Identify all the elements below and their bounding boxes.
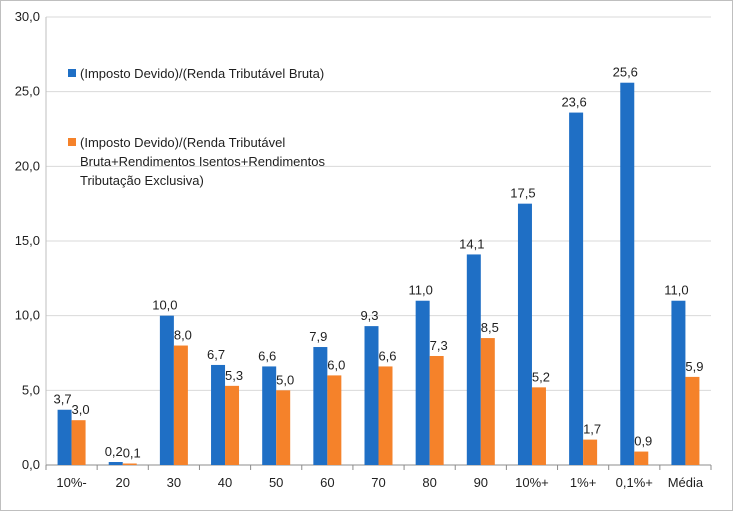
x-tick-label: 40 <box>218 475 232 490</box>
bar-series-2 <box>480 338 495 465</box>
data-label: 3,7 <box>54 392 72 407</box>
bar-series-2 <box>531 387 546 465</box>
x-tick-label: 10%- <box>56 475 86 490</box>
data-label: 25,6 <box>613 65 638 80</box>
data-label: 7,9 <box>309 329 327 344</box>
data-label: 11,0 <box>664 283 688 298</box>
bar-series-1 <box>620 82 635 465</box>
bar-series-1 <box>159 315 174 465</box>
bar-series-1 <box>517 203 532 465</box>
data-label: 8,5 <box>481 320 499 335</box>
x-tick-label: 1%+ <box>570 475 596 490</box>
data-label: 6,0 <box>327 357 345 372</box>
data-label: 10,0 <box>152 298 177 313</box>
data-label: 11,0 <box>408 283 432 298</box>
data-label: 7,3 <box>430 338 448 353</box>
x-tick-label: 50 <box>269 475 283 490</box>
x-tick-label: 60 <box>320 475 334 490</box>
x-tick-label: Média <box>668 475 704 490</box>
data-label: 6,7 <box>207 347 225 362</box>
y-tick-label: 5,0 <box>22 382 40 397</box>
y-tick-label: 10,0 <box>15 308 40 323</box>
bar-series-1 <box>364 326 379 465</box>
data-label: 14,1 <box>459 236 484 251</box>
data-label: 5,0 <box>276 372 294 387</box>
legend-label-series-2: (Imposto Devido)/(Renda Tributável <box>80 135 285 150</box>
bar-series-2 <box>685 376 700 465</box>
x-tick-label: 70 <box>371 475 385 490</box>
bar-series-1 <box>671 300 686 465</box>
y-tick-label: 0,0 <box>22 457 40 472</box>
bar-series-1 <box>211 364 226 465</box>
data-label: 6,6 <box>258 348 276 363</box>
bar-series-2 <box>378 366 393 465</box>
legend-label-series-1: (Imposto Devido)/(Renda Tributável Bruta… <box>80 66 324 81</box>
y-tick-label: 30,0 <box>15 9 40 24</box>
bar-series-2 <box>429 355 444 465</box>
x-tick-label: 10%+ <box>515 475 549 490</box>
bar-series-1 <box>569 112 584 465</box>
legend-label-series-2: Tributação Exclusiva) <box>80 173 204 188</box>
bar-series-1 <box>415 300 430 465</box>
bar-series-1 <box>57 409 72 465</box>
bar-series-2 <box>71 420 86 465</box>
x-tick-label: 80 <box>422 475 436 490</box>
data-label: 1,7 <box>583 422 601 437</box>
x-tick-label: 0,1%+ <box>616 475 653 490</box>
data-label: 23,6 <box>561 95 586 110</box>
bar-series-2 <box>276 390 291 465</box>
data-label: 17,5 <box>510 186 535 201</box>
bar-series-1 <box>262 366 277 465</box>
bar-series-1 <box>466 254 481 465</box>
y-tick-label: 15,0 <box>15 233 40 248</box>
y-tick-label: 25,0 <box>15 84 40 99</box>
x-tick-label: 20 <box>115 475 129 490</box>
bar-series-2 <box>225 385 240 465</box>
bar-series-2 <box>173 345 188 465</box>
y-tick-label: 20,0 <box>15 158 40 173</box>
legend-swatch-series-1 <box>68 69 76 77</box>
data-label: 6,6 <box>378 348 396 363</box>
bar-series-1 <box>313 347 328 465</box>
bar-series-2 <box>122 463 137 465</box>
x-tick-label: 90 <box>474 475 488 490</box>
legend-swatch-series-2 <box>68 138 76 146</box>
data-label: 8,0 <box>174 328 192 343</box>
bar-series-2 <box>634 451 649 465</box>
data-label: 5,2 <box>532 369 550 384</box>
bar-series-1 <box>108 462 123 465</box>
data-label: 9,3 <box>360 308 378 323</box>
data-label: 0,1 <box>123 446 141 461</box>
data-label: 0,2 <box>105 444 123 459</box>
bar-series-2 <box>583 439 598 465</box>
bar-series-2 <box>327 375 342 465</box>
data-label: 3,0 <box>72 402 90 417</box>
data-label: 0,9 <box>634 434 652 449</box>
data-label: 5,9 <box>685 359 703 374</box>
x-tick-label: 30 <box>167 475 181 490</box>
data-label: 5,3 <box>225 368 243 383</box>
legend-label-series-2: Bruta+Rendimentos Isentos+Rendimentos <box>80 154 325 169</box>
